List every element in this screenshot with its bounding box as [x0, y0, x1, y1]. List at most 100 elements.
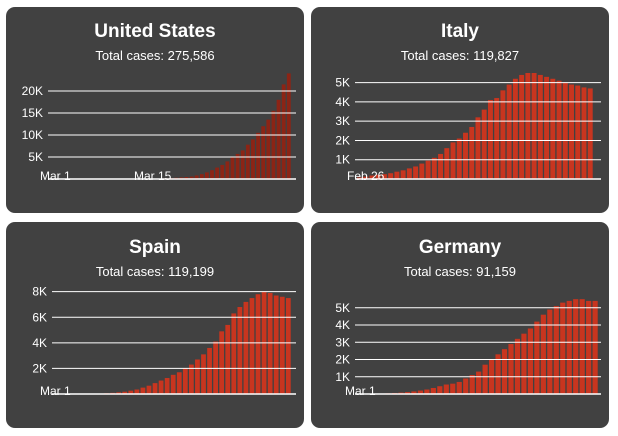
bar	[251, 139, 255, 179]
chart-subtitle: Total cases: 119,827	[400, 48, 520, 63]
bar	[164, 378, 170, 394]
bar	[176, 372, 182, 394]
chart-title: Spain	[129, 237, 181, 258]
bar	[560, 302, 566, 394]
x-tick-label: Mar 1	[40, 169, 71, 183]
bar	[170, 374, 176, 394]
bar	[417, 390, 423, 394]
chart-title: United States	[94, 21, 216, 42]
bar	[207, 347, 212, 394]
bar	[521, 333, 527, 394]
bar	[475, 117, 481, 179]
bar	[444, 148, 450, 179]
bar	[512, 78, 518, 179]
y-tick-label: 5K	[335, 301, 350, 315]
bar	[205, 172, 209, 179]
bar	[544, 76, 550, 179]
x-tick-label: Mar 1	[345, 384, 376, 398]
bar	[540, 314, 546, 394]
bar	[469, 375, 475, 394]
chart-subtitle: Total cases: 119,199	[95, 264, 215, 279]
bar	[514, 338, 521, 394]
y-tick-label: 1K	[335, 370, 350, 384]
bar	[411, 391, 417, 394]
bar	[122, 391, 128, 394]
chart-plot: 1K 2K 3K 4K 5K Feb 26	[335, 73, 601, 183]
chart-panel-spain: Spain Total cases: 119,199 2K 4K 6K 8K Mar 1	[6, 222, 304, 428]
bar	[194, 175, 199, 179]
bar	[404, 392, 411, 394]
chart-subtitle: Total cases: 275,586	[95, 48, 215, 63]
bar	[463, 132, 468, 179]
bar	[430, 387, 436, 394]
bar	[225, 324, 231, 394]
bar	[199, 174, 204, 179]
bar	[215, 167, 220, 179]
chart-title: Italy	[440, 21, 480, 42]
bar	[276, 99, 281, 179]
bar	[189, 364, 194, 394]
bar	[182, 368, 188, 394]
bar	[201, 354, 206, 394]
bar	[500, 90, 506, 179]
bar	[569, 84, 574, 179]
bar	[531, 73, 537, 179]
bar	[456, 138, 462, 179]
bar	[425, 160, 431, 179]
bar	[450, 142, 456, 179]
y-tick-label: 4K	[335, 95, 350, 109]
bar	[266, 119, 271, 179]
bar	[213, 341, 218, 394]
bar	[431, 157, 437, 179]
y-tick-label: 2K	[32, 361, 47, 375]
y-tick-label: 3K	[335, 114, 350, 128]
bar	[581, 87, 587, 179]
bar	[375, 174, 381, 179]
bar	[210, 170, 214, 179]
bar	[562, 82, 568, 179]
bar	[134, 389, 140, 394]
y-tick-label: 6K	[32, 310, 47, 324]
bar	[438, 153, 444, 179]
bar	[286, 73, 291, 179]
bar	[573, 299, 579, 394]
y-tick-label: 20K	[22, 84, 43, 98]
bar	[225, 161, 230, 179]
bar	[547, 309, 553, 394]
bar	[586, 300, 592, 394]
bar	[128, 390, 134, 394]
bar	[556, 80, 562, 179]
bar	[508, 344, 514, 394]
bar	[116, 392, 122, 394]
bar	[230, 157, 235, 179]
chart-panel-germany: Germany Total cases: 91,159 1K 2K 3K 4K 5K Ma…	[311, 222, 609, 428]
bar	[152, 383, 158, 394]
chart-plot: 1K 2K 3K 4K 5K Mar 1	[335, 299, 601, 398]
bar	[495, 354, 501, 394]
bar	[249, 298, 255, 394]
chart-title: Germany	[418, 237, 502, 258]
bar	[363, 176, 369, 179]
bar	[281, 84, 286, 179]
bar	[285, 298, 291, 394]
bar	[482, 364, 488, 394]
bar	[243, 301, 249, 394]
bar	[357, 177, 362, 179]
bar	[525, 73, 531, 179]
bar	[537, 74, 543, 179]
bar	[476, 371, 482, 394]
bar	[381, 174, 387, 179]
bar	[261, 126, 266, 179]
bar	[463, 378, 469, 394]
bar	[271, 110, 276, 179]
bar	[394, 171, 400, 179]
bar	[231, 313, 237, 394]
x-tick-label: Feb 26	[347, 169, 385, 183]
bar	[195, 359, 200, 394]
y-tick-label: 5K	[335, 76, 350, 90]
bar	[413, 166, 419, 179]
bar	[220, 164, 225, 179]
bar	[456, 381, 462, 394]
bar	[506, 84, 512, 179]
bar	[575, 85, 581, 179]
